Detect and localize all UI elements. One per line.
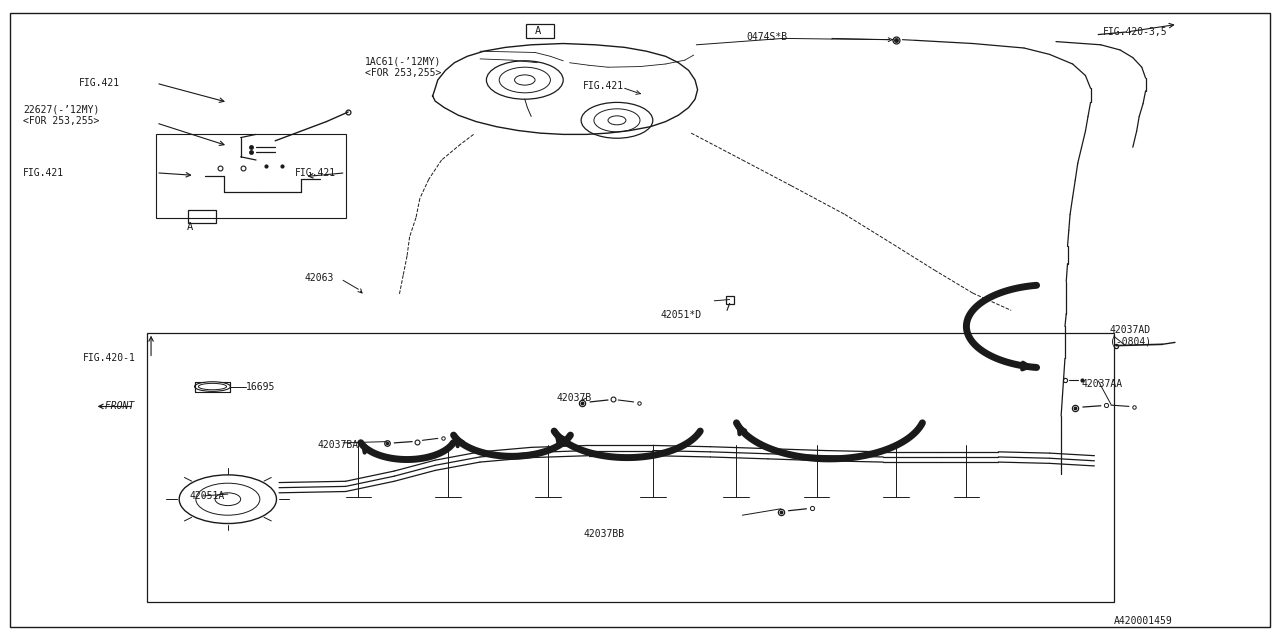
Text: 42051*D: 42051*D bbox=[660, 310, 701, 320]
Text: A: A bbox=[187, 221, 192, 232]
Bar bbox=[188, 210, 216, 223]
Text: 42037B: 42037B bbox=[557, 393, 593, 403]
Text: 42051A: 42051A bbox=[189, 491, 225, 501]
Text: FIG.420-3,5: FIG.420-3,5 bbox=[1103, 27, 1167, 37]
Text: FIG.421: FIG.421 bbox=[79, 78, 120, 88]
Text: FIG.420-1: FIG.420-1 bbox=[83, 353, 136, 364]
Bar bbox=[526, 24, 554, 38]
Ellipse shape bbox=[195, 381, 230, 391]
Text: FIG.421: FIG.421 bbox=[294, 168, 335, 178]
Text: 42037AA: 42037AA bbox=[1082, 379, 1123, 389]
Ellipse shape bbox=[198, 383, 227, 390]
Text: 42037AD
(-0804): 42037AD (-0804) bbox=[1110, 325, 1151, 347]
Text: A420001459: A420001459 bbox=[1114, 616, 1172, 626]
Text: 16695: 16695 bbox=[246, 382, 275, 392]
Text: 0474S*B: 0474S*B bbox=[746, 32, 787, 42]
Text: 42037BA: 42037BA bbox=[317, 440, 358, 450]
Bar bbox=[195, 382, 230, 392]
Text: ←FRONT: ←FRONT bbox=[100, 401, 136, 412]
Text: 22627(-’12MY)
<FOR 253,255>: 22627(-’12MY) <FOR 253,255> bbox=[23, 104, 100, 126]
Bar bbox=[156, 134, 346, 218]
Text: A: A bbox=[535, 26, 540, 36]
Text: 42037BB: 42037BB bbox=[584, 529, 625, 540]
Text: 1AC61(-’12MY)
<FOR 253,255>: 1AC61(-’12MY) <FOR 253,255> bbox=[365, 56, 442, 78]
Text: FIG.421: FIG.421 bbox=[582, 81, 623, 92]
Text: FIG.421: FIG.421 bbox=[23, 168, 64, 178]
Text: 42063: 42063 bbox=[305, 273, 334, 284]
Bar bbox=[147, 333, 1114, 602]
